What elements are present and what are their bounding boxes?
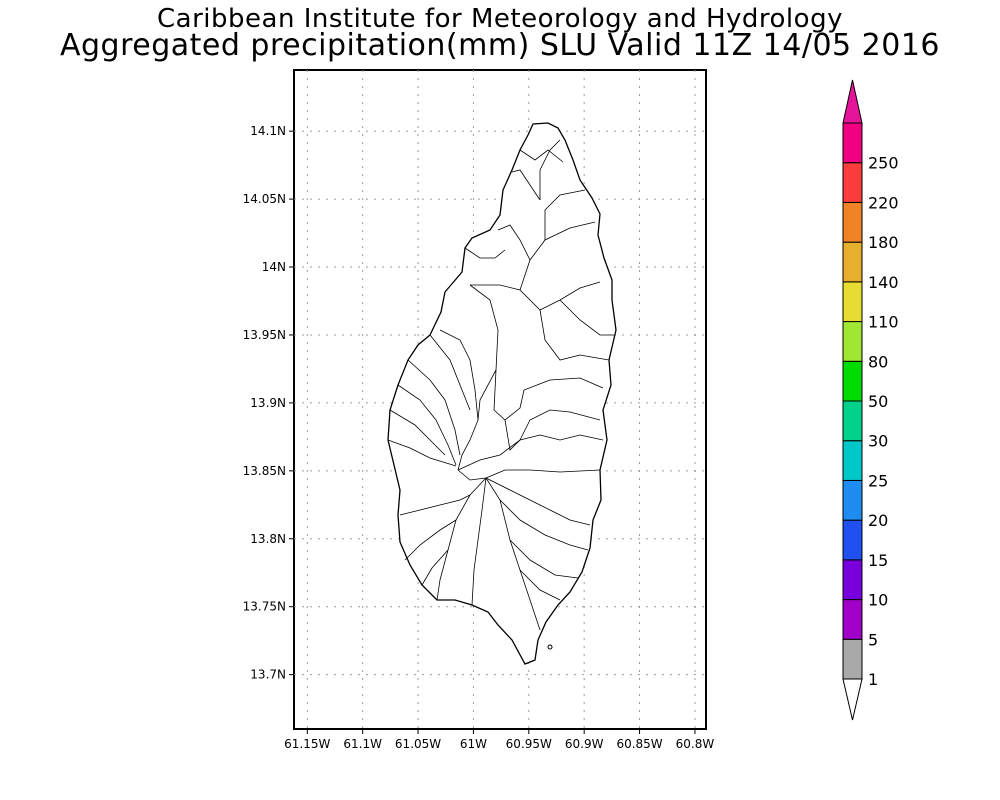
colorbar-level-label: 15 [868, 551, 888, 570]
lat-tick-label: 14N [262, 260, 286, 274]
colorbar-level-label: 110 [868, 313, 899, 332]
lon-tick-label: 61W [460, 737, 487, 751]
colorbar-swatch [842, 162, 863, 203]
lat-tick-label: 13.95N [243, 328, 286, 342]
colorbar-swatch [842, 599, 863, 640]
lat-tick-label: 14.1N [250, 124, 286, 138]
axis-labels: 14.1N 14.05N 14N 13.95N 13.9N 13.85N 13.8N 13.7… [243, 124, 715, 751]
colorbar-level-label: 220 [868, 193, 899, 212]
island-outline [387, 122, 617, 665]
colorbar-swatch [842, 321, 863, 362]
lat-tick-label: 13.9N [250, 396, 286, 410]
colorbar-swatch [842, 479, 863, 521]
colorbar-swatch [842, 559, 863, 601]
colorbar-level-label: 1 [868, 670, 878, 689]
colorbar-swatch [842, 400, 863, 442]
lon-tick-label: 61.15W [284, 737, 330, 751]
lat-tick-label: 14.05N [243, 192, 286, 206]
lon-tick-label: 60.9W [565, 737, 604, 751]
product-title: Aggregated precipitation(mm) SLU Valid 1… [59, 28, 941, 63]
colorbar-swatch [842, 281, 863, 323]
colorbar-level-label: 180 [868, 233, 899, 252]
lon-tick-label: 60.8W [676, 737, 715, 751]
lat-tick-label: 13.7N [250, 668, 286, 682]
colorbar-bottom-arrow [842, 678, 863, 721]
colorbar-level-label: 50 [868, 392, 888, 411]
lat-tick-label: 13.85N [243, 464, 286, 478]
colorbar-level-label: 250 [868, 154, 899, 173]
lon-tick-label: 60.85W [616, 737, 662, 751]
lon-tick-label: 61.05W [395, 737, 441, 751]
colorbar-swatch [842, 519, 863, 561]
colorbar-swatch [842, 201, 863, 243]
colorbar-level-label: 80 [868, 352, 888, 371]
colorbar-swatch [842, 638, 863, 680]
lon-tick-label: 61.1W [343, 737, 382, 751]
colorbar-level-label: 140 [868, 273, 899, 292]
colorbar-level-label: 5 [868, 630, 878, 649]
colorbar-level-label: 25 [868, 471, 888, 490]
colorbar-swatch [842, 241, 863, 283]
colorbar-level-label: 20 [868, 511, 888, 530]
lon-tick-label: 60.95W [506, 737, 552, 751]
lat-tick-label: 13.8N [250, 532, 286, 546]
colorbar-level-label: 10 [868, 591, 888, 610]
lat-tick-label: 13.75N [243, 600, 286, 614]
colorbar-level-label: 30 [868, 432, 888, 451]
colorbar-swatch [842, 122, 863, 164]
colorbar-top-arrow [842, 79, 863, 124]
colorbar-swatch [842, 440, 863, 481]
colorbar-swatch [842, 360, 863, 402]
institute-title: Caribbean Institute for Meteorology and … [157, 4, 843, 34]
